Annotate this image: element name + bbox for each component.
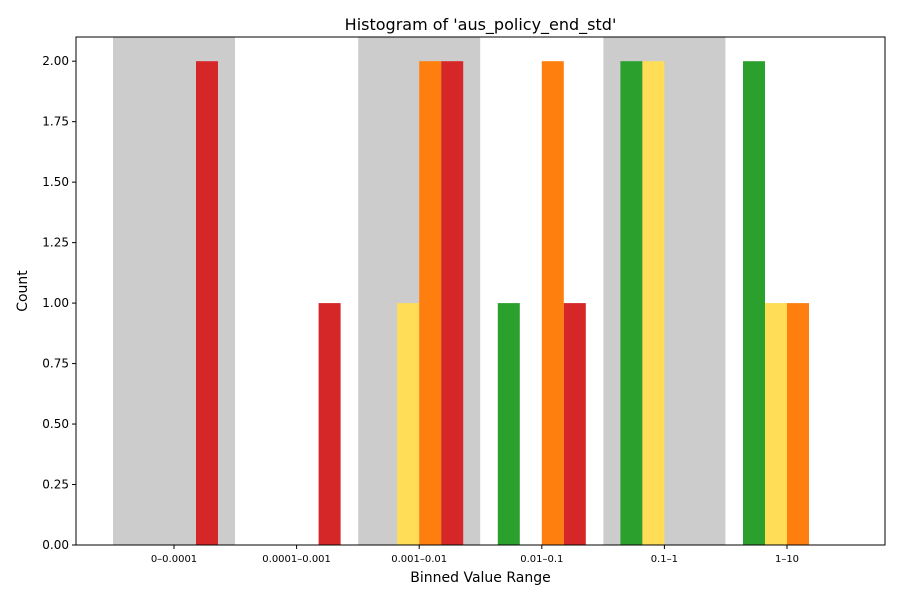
y-tick-label: 1.50 (42, 175, 69, 189)
bar (541, 61, 564, 545)
bar (441, 61, 464, 545)
x-tick-label: 0.01–0.1 (520, 554, 563, 565)
bar (196, 61, 218, 545)
bars (196, 61, 809, 545)
bar (318, 303, 341, 545)
y-tick-label: 2.00 (42, 54, 69, 68)
bar (397, 303, 420, 545)
bar (765, 303, 787, 545)
plot-frame (75, 36, 886, 546)
y-tick-label: 1.25 (42, 236, 69, 250)
bar (620, 61, 643, 545)
y-tick-label: 1.75 (42, 115, 69, 129)
x-axis-label: Binned Value Range (410, 570, 550, 586)
y-tick-label: 0.00 (42, 538, 69, 552)
bar (497, 303, 520, 545)
bar (787, 303, 809, 545)
x-tick-label: 0.001–0.01 (391, 554, 447, 565)
x-axis: 0–0.0001 0.0001–0.001 0.001–0.01 0.01–0.1 0.… (151, 545, 799, 565)
x-tick-label: 0.0001–0.001 (262, 554, 331, 565)
y-axis-label: Count (15, 270, 31, 312)
y-tick-label: 1.00 (42, 296, 69, 310)
x-tick-label: 0–0.0001 (151, 554, 197, 565)
y-tick-label: 0.25 (42, 478, 69, 492)
y-tick-label: 0.75 (42, 357, 69, 371)
bar (642, 61, 665, 545)
y-axis: 0.00 0.25 0.50 0.75 1.00 1.25 1.50 1.75 2.00 (42, 54, 76, 552)
bar (419, 61, 442, 545)
chart-title: Histogram of 'aus_policy_end_std' (345, 15, 617, 35)
bar (563, 303, 586, 545)
bar (743, 61, 765, 545)
y-tick-label: 0.50 (42, 417, 69, 431)
x-tick-label: 1–10 (775, 554, 799, 565)
x-tick-label: 0.1–1 (651, 554, 678, 565)
